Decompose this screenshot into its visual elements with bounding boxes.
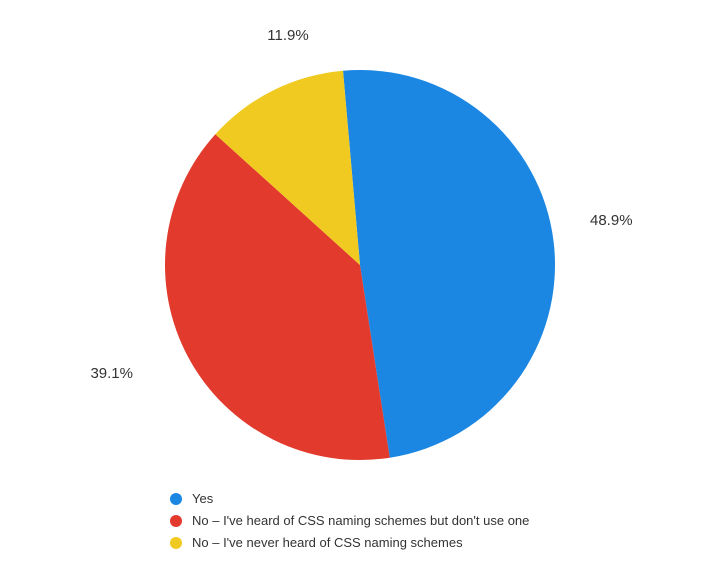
legend-swatch bbox=[170, 537, 182, 549]
legend-item: No – I've heard of CSS naming schemes bu… bbox=[170, 512, 529, 530]
legend-label: Yes bbox=[192, 490, 213, 508]
legend-swatch bbox=[170, 515, 182, 527]
legend-label: No – I've heard of CSS naming schemes bu… bbox=[192, 512, 529, 530]
pie-svg: 48.9% 39.1% 11.9% bbox=[0, 0, 720, 480]
legend-label: No – I've never heard of CSS naming sche… bbox=[192, 534, 463, 552]
chart-legend: Yes No – I've heard of CSS naming schemes… bbox=[170, 490, 529, 556]
legend-item: No – I've never heard of CSS naming sche… bbox=[170, 534, 529, 552]
pie-chart-container: 48.9% 39.1% 11.9% Yes No – I've heard of CS… bbox=[0, 0, 720, 570]
legend-swatch bbox=[170, 493, 182, 505]
legend-item: Yes bbox=[170, 490, 529, 508]
slice-value-label: 48.9% bbox=[590, 212, 633, 229]
slice-value-label: 39.1% bbox=[90, 365, 133, 382]
slice-value-label: 11.9% bbox=[267, 27, 308, 44]
pie-chart: 48.9% 39.1% 11.9% bbox=[0, 0, 720, 480]
